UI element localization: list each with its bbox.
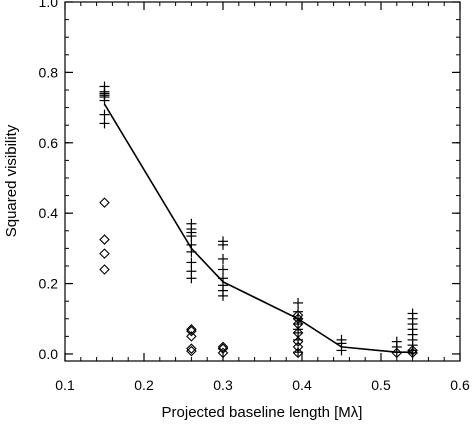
diamond-marker xyxy=(99,248,110,259)
diamond-marker xyxy=(99,234,110,245)
plot-frame xyxy=(64,1,461,362)
plus-marker xyxy=(293,297,304,308)
y-tick-label: 0.0 xyxy=(39,346,59,362)
y-axis-label: Squared visibility xyxy=(3,124,20,237)
plus-marker xyxy=(186,257,197,268)
diamond-marker xyxy=(99,197,110,208)
x-tick-label: 0.2 xyxy=(134,377,154,393)
x-tick-label: 0.3 xyxy=(213,377,233,393)
diamond-marker xyxy=(217,347,229,359)
y-tick-label: 1.0 xyxy=(39,0,59,10)
series-layer xyxy=(99,81,418,359)
plus-marker xyxy=(99,109,110,120)
diamond-marker xyxy=(217,343,229,354)
diamond-marker xyxy=(186,331,197,342)
x-axis-ticks: 0.1 0.2 0.3 0.4 0.5 0.6 xyxy=(55,2,470,393)
plus-marker xyxy=(99,118,110,129)
y-axis-ticks: 0.0 0.2 0.4 0.6 0.8 1.0 xyxy=(39,0,460,362)
diamond-marker xyxy=(292,336,304,347)
plus-marker xyxy=(218,264,228,275)
diamond-marker xyxy=(407,345,418,356)
plus-marker xyxy=(218,239,228,250)
diamond-marker xyxy=(186,324,197,335)
x-tick-label: 0.1 xyxy=(55,377,75,393)
diamond-marker xyxy=(186,343,197,354)
plus-marker xyxy=(186,231,197,242)
diamond-marker xyxy=(217,341,229,353)
y-tick-label: 0.4 xyxy=(39,205,59,221)
plus-marker xyxy=(218,253,228,264)
y-tick-label: 0.8 xyxy=(39,64,59,80)
diamond-marker xyxy=(292,347,304,359)
diamond-marker xyxy=(186,345,197,357)
plus-marker xyxy=(186,273,197,284)
y-tick-label: 0.2 xyxy=(39,276,59,292)
diamond-marker xyxy=(292,341,304,353)
x-tick-label: 0.6 xyxy=(450,377,470,393)
y-tick-label: 0.6 xyxy=(39,135,59,151)
x-tick-label: 0.4 xyxy=(292,377,312,393)
plus-marker xyxy=(218,290,228,301)
x-axis-label: Projected baseline length [Mλ] xyxy=(162,404,363,421)
plus-marker xyxy=(99,95,110,106)
diamond-marker xyxy=(186,325,197,337)
model-fit-line xyxy=(103,103,413,354)
diamond-marker xyxy=(99,264,110,275)
x-tick-label: 0.5 xyxy=(371,377,391,393)
